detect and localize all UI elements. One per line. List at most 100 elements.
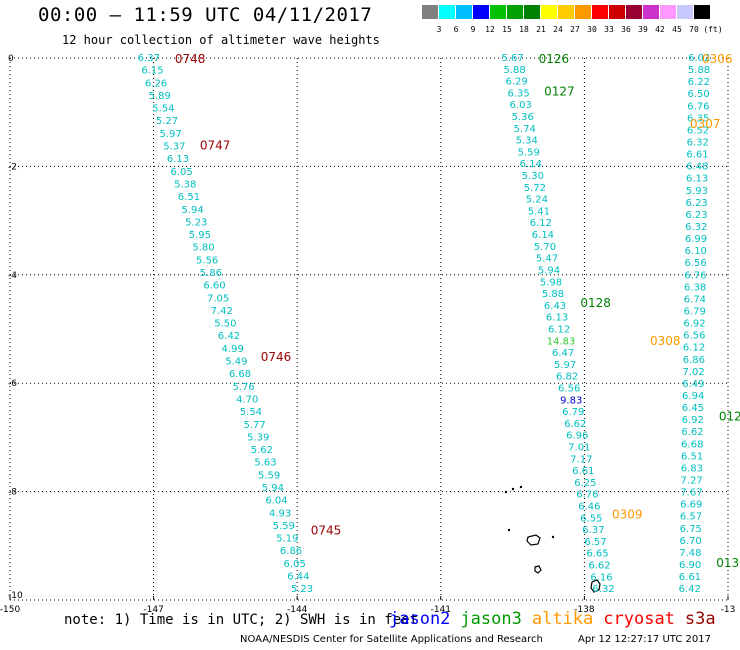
wave-height-value: 6.57 [584,537,606,548]
pass-time-label: 0748 [175,52,206,66]
wave-height-value: 5.67 [501,53,523,64]
wave-height-value: 5.49 [225,357,247,368]
wave-height-value: 6.32 [592,584,614,595]
wave-height-value: 5.56 [196,255,218,266]
legend-swatch-7 [541,5,557,19]
wave-height-value: 6.70 [679,536,701,547]
wave-height-value: 6.62 [564,419,586,430]
legend-swatch-11 [609,5,625,19]
legend-label: 6 [453,25,459,34]
wave-height-value: 6.35 [687,113,709,124]
wave-height-color-legend: 3 6 9 12 15 18 21 24 27 30 33 36 39 42 45 70 (ft) [422,5,728,39]
legend-swatch-1 [439,5,455,19]
wave-height-value: 4.93 [269,508,291,519]
pass-time-label: 0306 [702,52,733,66]
legend-label: 36 [621,25,631,34]
wave-height-value: 6.22 [688,77,710,88]
wave-height-value: 5.38 [174,179,196,190]
wave-height-value: 6.04 [265,496,287,507]
pass-time-label: 0745 [311,524,342,538]
wave-height-value: 6.37 [582,525,604,536]
page-title: 00:00 — 11:59 UTC 04/11/2017 [38,4,373,26]
satellite-legend-jason2: jason2 [389,609,451,629]
wave-height-value: 5.88 [503,65,525,76]
wave-height-value: 6.50 [687,89,709,100]
wave-height-value: 7.17 [570,454,592,465]
wave-height-value: 6.76 [684,270,706,281]
wave-height-value: 6.10 [685,246,707,257]
pass-time-label: 0307 [690,117,721,131]
island-shape [590,579,601,593]
legend-label: 21 [536,25,546,34]
y-tick-label: -8 [8,488,17,498]
wave-height-value: 5.80 [192,243,214,254]
page-subtitle: 12 hour collection of altimeter wave hei… [62,33,380,47]
satellite-legend: jason2 jason3 altika cryosat s3a [389,609,726,629]
wave-height-value: 5.37 [163,142,185,153]
wave-height-value: 5.47 [536,254,558,265]
wave-height-value: 6.68 [229,369,251,380]
pass-time-label: 0127 [544,85,575,99]
wave-height-value: 6.35 [508,88,530,99]
wave-height-value: 6.26 [145,78,167,89]
satellite-legend-s3a: s3a [684,609,716,629]
wave-height-value: 7.27 [681,476,703,487]
legend-swatch-9 [575,5,591,19]
wave-height-value: 6.75 [680,524,702,535]
legend-unit: (ft) [703,25,723,34]
island-dot [507,528,511,532]
legend-swatch-16 [694,5,710,19]
legend-swatch-0 [422,5,438,19]
x-tick-label: -144 [287,605,308,615]
pass-time-label: 0746 [261,350,292,364]
wave-height-value: 6.37 [138,53,160,64]
wave-height-value: 6.05 [171,167,193,178]
wave-height-value: 7.05 [207,293,229,304]
legend-swatch-5 [507,5,523,19]
wave-height-value: 4.70 [236,394,258,405]
legend-label: 39 [638,25,648,34]
wave-height-value: 6.79 [562,407,584,418]
wave-height-value: 5.54 [152,104,174,115]
wave-height-value: 7.42 [211,306,233,317]
wave-height-value: 5.39 [247,432,269,443]
wave-height-value: 5.62 [251,445,273,456]
x-tick-label: -141 [431,605,451,615]
footer-organization: NOAA/NESDIS Center for Satellite Applica… [240,634,543,645]
wave-height-value: 6.48 [686,162,708,173]
wave-height-value: 6.56 [683,331,705,342]
wave-height-value: 6.76 [687,101,709,112]
wave-height-value: 6.62 [588,561,610,572]
y-tick-label: -10 [8,591,23,601]
wave-height-value: 6.57 [680,512,702,523]
footer-date: Apr 12 12:27:17 UTC 2017 [578,634,711,645]
wave-height-value: 5.54 [240,407,262,418]
wave-height-value: 6.46 [578,502,600,513]
legend-swatch-6 [524,5,540,19]
pass-time-label: 0308 [650,334,681,348]
wave-height-value: 6.02 [688,53,710,64]
wave-height-value: 6.51 [178,192,200,203]
satellite-legend-jason3: jason3 [460,609,522,629]
units-note: note: 1) Time is in UTC; 2) SWH is in fe… [64,612,419,628]
wave-height-value: 6.29 [506,77,528,88]
wave-height-value: 5.97 [554,360,576,371]
wave-height-value: 9.83 [560,395,582,406]
wave-height-value: 5.59 [258,470,280,481]
island-shape [534,565,542,574]
wave-height-value: 6.56 [558,383,580,394]
wave-height-value: 6.38 [684,282,706,293]
wave-height-value: 5.24 [526,195,548,206]
wave-height-value: 5.94 [262,483,284,494]
wave-height-value: 7.01 [568,443,590,454]
legend-swatch-15 [677,5,693,19]
wave-height-value: 6.23 [685,210,707,221]
wave-height-value: 7.67 [680,488,702,499]
wave-height-value: 7.48 [679,548,701,559]
legend-label: 70 [689,25,699,34]
wave-height-value: 6.05 [284,559,306,570]
wave-height-value: 6.32 [685,222,707,233]
wave-height-value: 5.89 [149,91,171,102]
island-dot [511,487,515,491]
legend-label: 3 [436,25,442,34]
